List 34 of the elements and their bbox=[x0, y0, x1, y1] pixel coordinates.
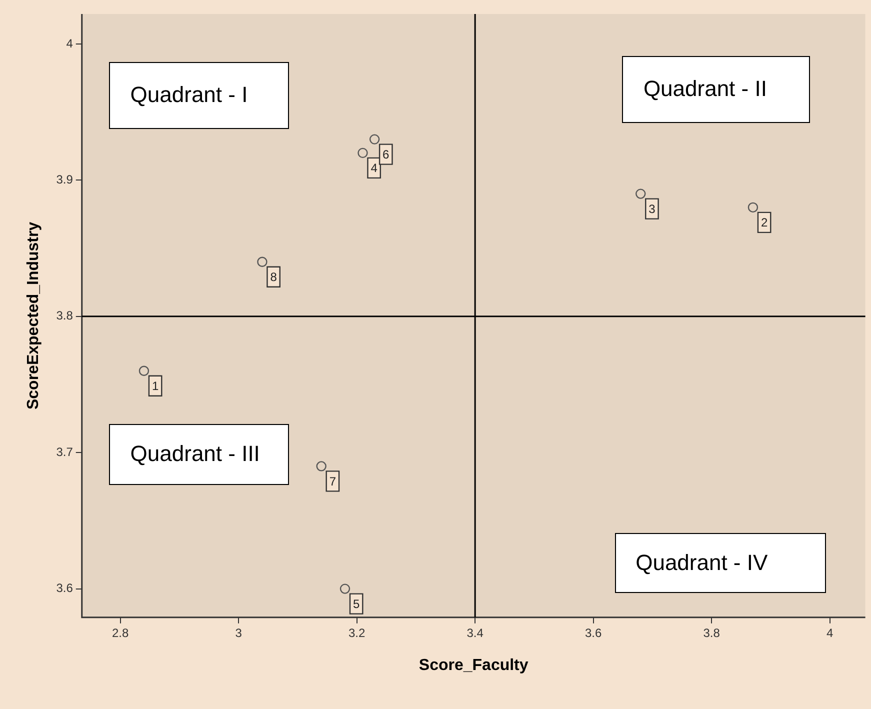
point bbox=[138, 366, 150, 376]
point bbox=[748, 202, 758, 213]
x-tick-label: 2.8 bbox=[112, 626, 129, 640]
annotation: 6 bbox=[382, 148, 390, 162]
y-tick-label: 3.7 bbox=[56, 444, 74, 459]
annotation: 3 bbox=[648, 202, 656, 216]
point bbox=[358, 148, 368, 158]
y-tick-label: 3.8 bbox=[56, 308, 74, 323]
annotation: 1 bbox=[152, 379, 159, 394]
annotation: 5 bbox=[352, 597, 360, 612]
x-tick-label: 3.4 bbox=[466, 626, 484, 640]
y-axis-title: ScoreExpected_Industry bbox=[25, 222, 42, 410]
annotation: 4 bbox=[370, 161, 378, 176]
x-tick-label: 3.2 bbox=[348, 626, 366, 640]
x-tick-label: 3 bbox=[235, 626, 242, 640]
annotation: 7 bbox=[329, 474, 336, 489]
point bbox=[369, 134, 380, 144]
point bbox=[257, 256, 268, 267]
y-tick-label: 4 bbox=[66, 36, 74, 50]
point bbox=[340, 584, 350, 594]
annotation: 2 bbox=[760, 216, 768, 230]
label-box: Quadrant - I bbox=[109, 62, 290, 129]
y-tick-label: 3.9 bbox=[56, 172, 74, 186]
y-tick-label: 3.6 bbox=[56, 581, 74, 596]
x-tick-label: 3.6 bbox=[584, 626, 602, 640]
x-tick-label: 4 bbox=[826, 626, 834, 640]
x-axis-title: Score_Faculty bbox=[418, 656, 528, 674]
label-box: Quadrant - IV bbox=[614, 532, 826, 594]
label-box: Quadrant - III bbox=[109, 424, 290, 485]
x-tick-label: 3.8 bbox=[703, 626, 720, 640]
annotation: 8 bbox=[270, 270, 278, 284]
label-box: Quadrant - II bbox=[622, 56, 810, 123]
point bbox=[636, 188, 646, 199]
point bbox=[316, 461, 326, 472]
